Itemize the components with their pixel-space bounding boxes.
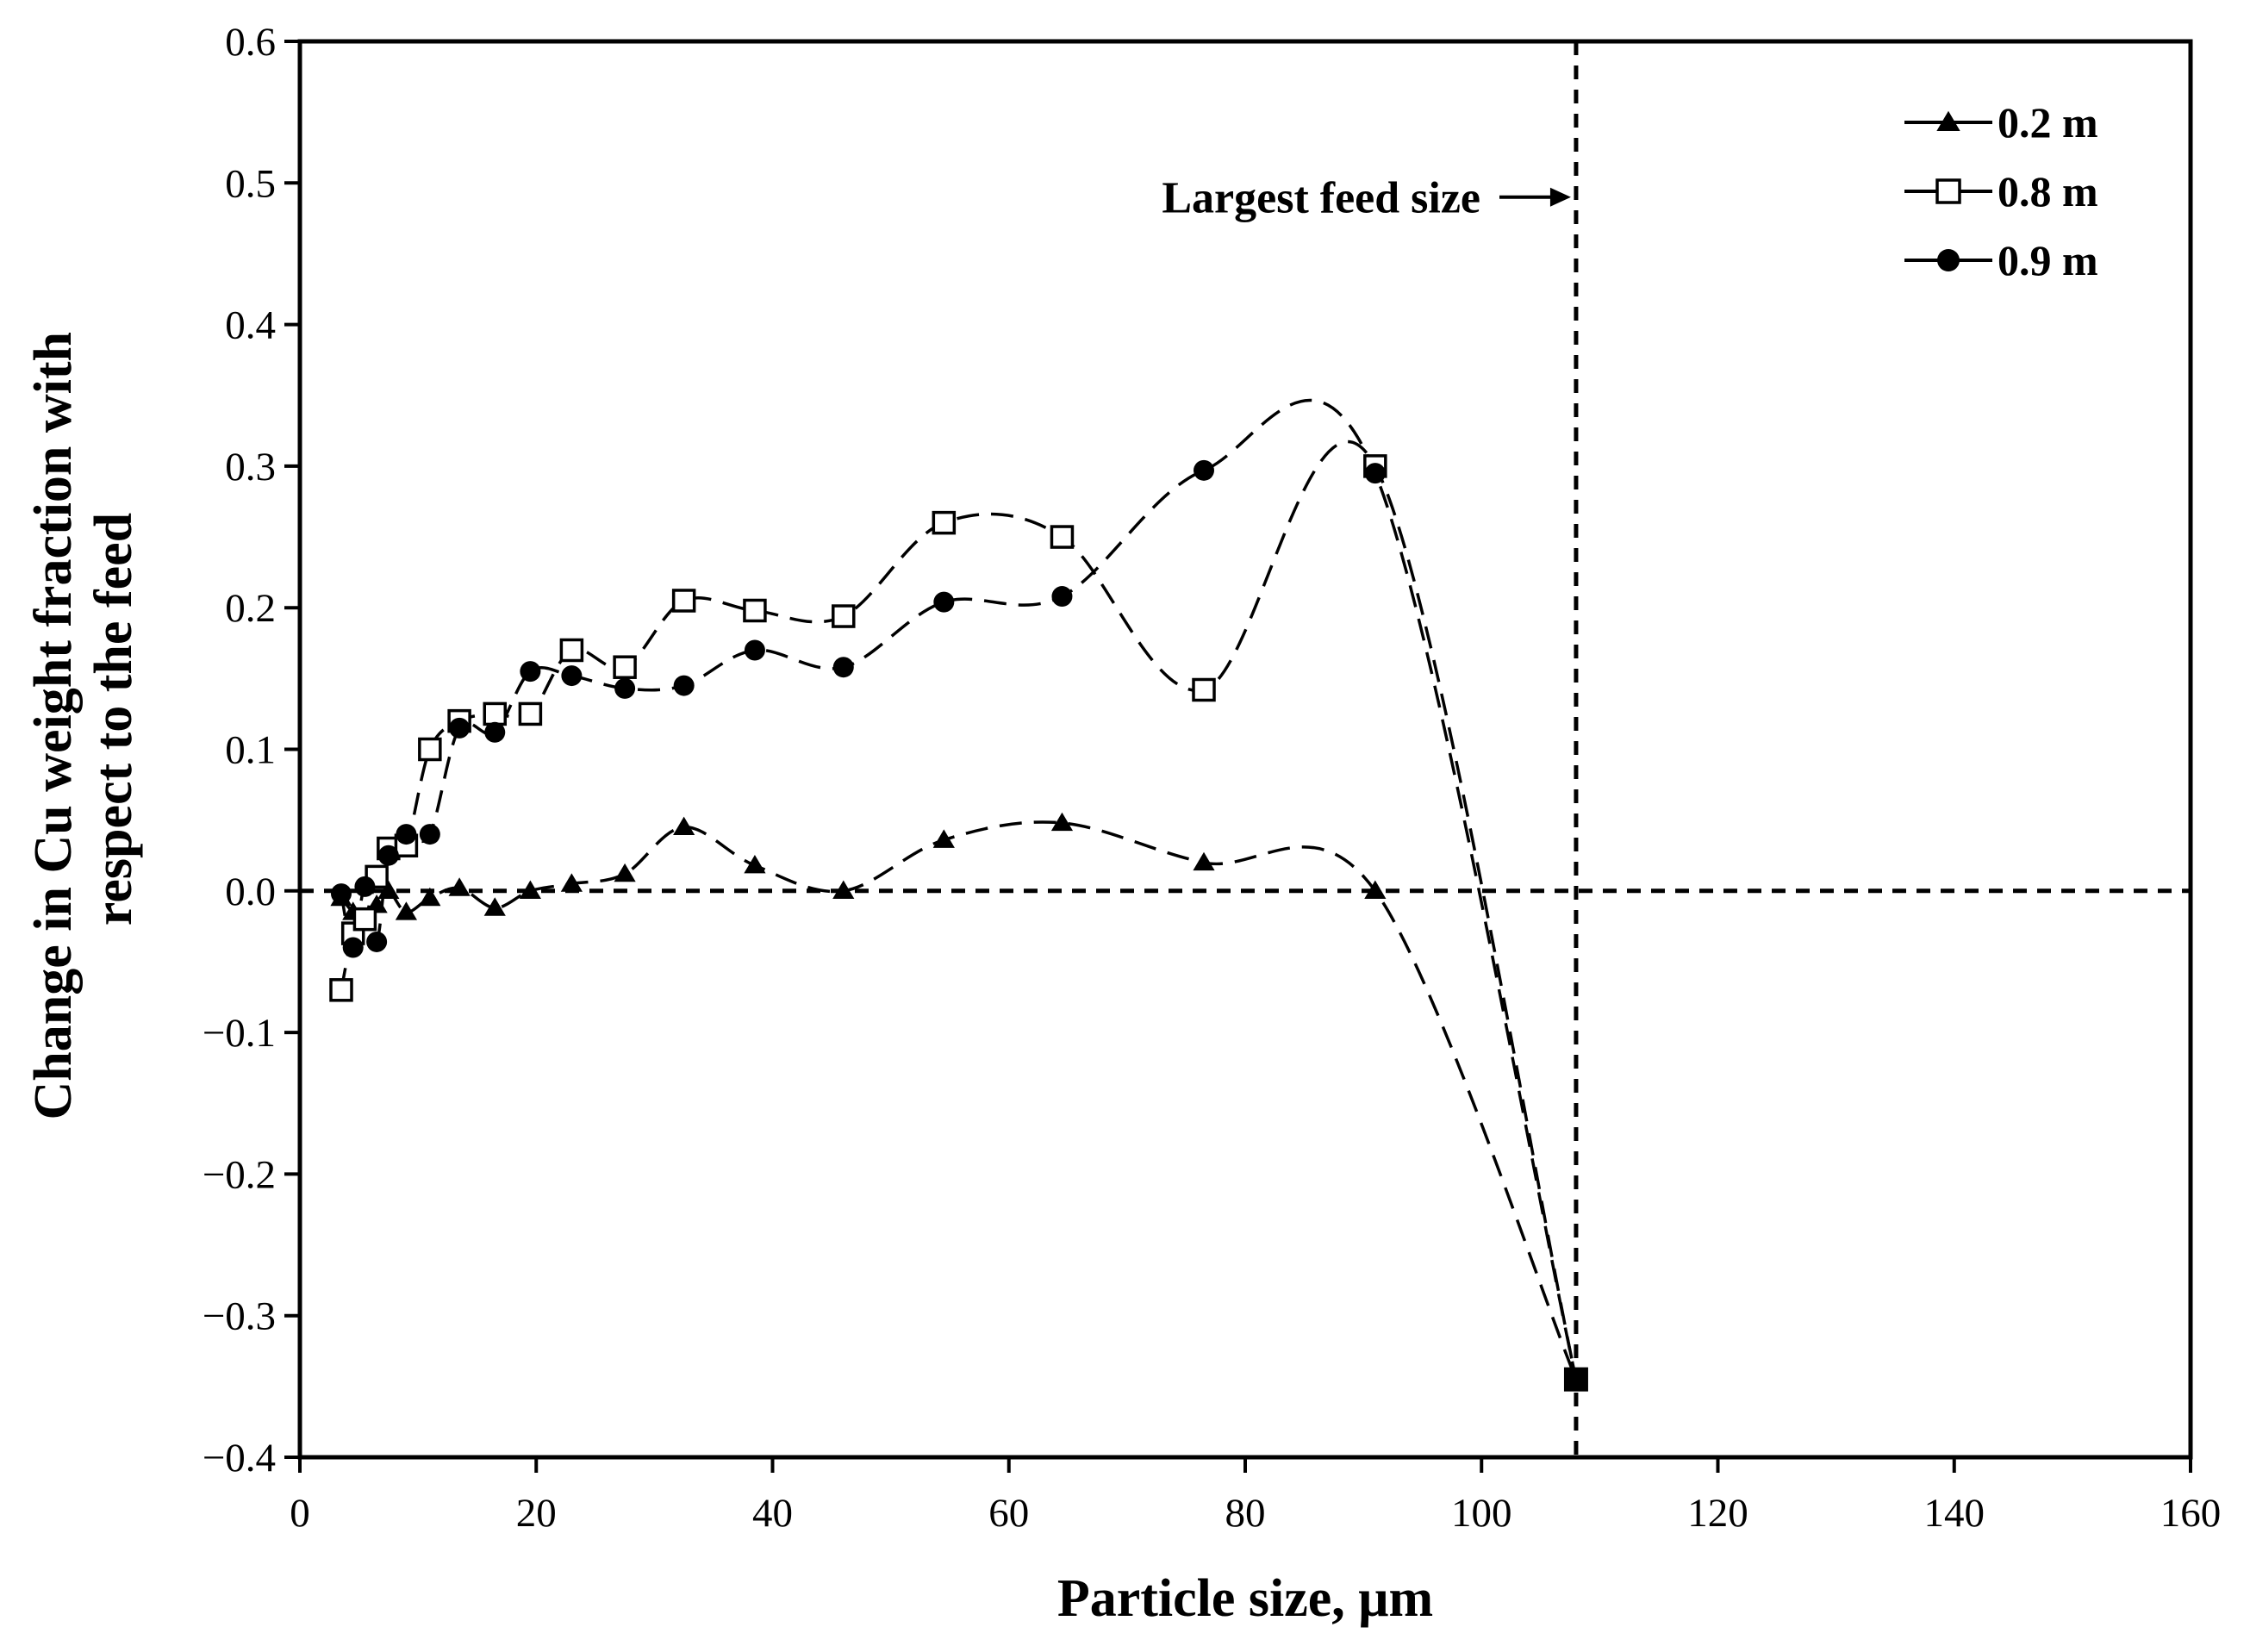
y-tick-label: −0.1 xyxy=(203,1011,276,1056)
data-point-0.2m xyxy=(1364,880,1387,899)
legend-marker xyxy=(1936,110,1960,131)
series-markers xyxy=(329,454,1588,1392)
legend-label: 0.9 m xyxy=(1998,236,2098,284)
data-point-0.2m xyxy=(932,829,955,848)
annotation-label: Largest feed size xyxy=(1162,174,1480,223)
y-tick-label: 0.5 xyxy=(225,161,276,206)
data-point-0.8m xyxy=(329,978,353,1002)
data-point-0.9m xyxy=(354,876,376,897)
data-point-0.9m xyxy=(1194,459,1215,481)
x-tick-label: 120 xyxy=(1687,1491,1748,1536)
data-point-0.9m xyxy=(832,657,854,678)
data-point-terminal xyxy=(1563,1367,1588,1392)
data-point-0.8m xyxy=(743,598,767,623)
legend: 0.2 m 0.8 m 0.9 m xyxy=(1904,98,2098,284)
y-axis-title: Change in Cu weight fraction with respec… xyxy=(24,318,143,1119)
y-axis-title-line-2: respect to the feed xyxy=(84,513,143,926)
data-point-0.9m xyxy=(342,937,364,958)
data-point-0.2m xyxy=(1193,851,1215,871)
data-point-0.9m xyxy=(419,824,440,845)
data-point-0.2m xyxy=(448,877,471,896)
data-point-0.2m xyxy=(483,897,506,916)
data-point-0.9m xyxy=(744,639,765,661)
data-point-0.9m xyxy=(449,717,471,739)
x-tick-label: 0 xyxy=(290,1491,310,1536)
series-line-0.2m xyxy=(340,820,1578,1381)
data-point-0.2m xyxy=(614,863,636,882)
x-axis-title: Particle size, μm xyxy=(1057,1569,1433,1628)
data-point-0.9m xyxy=(377,845,399,866)
y-tick-label: −0.3 xyxy=(203,1294,276,1339)
largest-feed-size-annotation: Largest feed size xyxy=(1162,174,1571,223)
data-point-0.8m xyxy=(559,638,584,663)
x-tick-label: 40 xyxy=(752,1491,793,1536)
data-point-0.9m xyxy=(484,721,506,743)
data-point-0.2m xyxy=(673,816,695,836)
data-point-0.9m xyxy=(933,591,955,613)
y-axis-title-line-1: Change in Cu weight fraction with xyxy=(24,332,83,1120)
axis-ticks: 0 20 40 60 80 100 120 140 160 −0.4 −0.3 −0.2 −0.1 0.0… xyxy=(203,20,2222,1536)
data-point-0.2m xyxy=(519,880,541,899)
data-point-0.2m xyxy=(377,880,400,899)
x-tick-label: 60 xyxy=(988,1491,1029,1536)
data-point-0.9m xyxy=(396,824,417,845)
annotation-arrow-head xyxy=(1549,187,1571,207)
legend-label: 0.8 m xyxy=(1998,167,2098,215)
data-point-0.8m xyxy=(1050,525,1075,549)
data-point-0.2m xyxy=(560,873,583,892)
legend-marker xyxy=(1937,249,1960,271)
x-tick-label: 20 xyxy=(516,1491,557,1536)
data-point-0.8m xyxy=(832,604,856,628)
series-line-0.8m xyxy=(340,439,1578,1381)
data-point-0.8m xyxy=(518,701,543,726)
y-tick-label: −0.4 xyxy=(203,1436,276,1481)
data-point-0.2m xyxy=(832,880,855,899)
plot-frame xyxy=(297,39,2193,1460)
y-tick-label: 0.2 xyxy=(225,586,276,631)
data-point-0.9m xyxy=(673,675,695,696)
data-point-0.9m xyxy=(1051,586,1073,608)
data-point-0.9m xyxy=(561,665,583,687)
x-tick-label: 160 xyxy=(2160,1491,2222,1536)
data-point-0.8m xyxy=(671,589,696,613)
y-tick-label: 0.3 xyxy=(225,445,276,489)
reference-lines xyxy=(300,41,2191,1457)
data-point-0.8m xyxy=(613,655,637,679)
data-point-0.9m xyxy=(1364,463,1386,484)
x-tick-label: 100 xyxy=(1451,1491,1512,1536)
data-point-0.2m xyxy=(744,854,766,874)
y-tick-label: 0.0 xyxy=(225,870,276,914)
x-tick-label: 80 xyxy=(1225,1491,1266,1536)
data-point-0.9m xyxy=(366,931,388,952)
legend-marker xyxy=(1935,178,1961,204)
y-tick-label: 0.1 xyxy=(225,728,276,773)
data-point-0.2m xyxy=(1050,812,1074,832)
data-point-0.8m xyxy=(483,701,508,726)
y-tick-label: 0.4 xyxy=(225,303,276,348)
data-point-0.8m xyxy=(1192,677,1216,702)
data-point-0.9m xyxy=(614,677,636,699)
data-point-0.9m xyxy=(520,661,541,683)
y-tick-label: −0.2 xyxy=(203,1152,276,1197)
x-tick-label: 140 xyxy=(1924,1491,1985,1536)
data-point-0.8m xyxy=(352,907,377,932)
data-point-0.9m xyxy=(330,883,352,905)
data-point-0.8m xyxy=(932,510,957,535)
legend-label: 0.2 m xyxy=(1998,98,2098,146)
data-point-0.8m xyxy=(418,737,442,762)
data-point-0.2m xyxy=(419,887,441,907)
data-point-0.2m xyxy=(395,901,418,920)
y-tick-label: 0.6 xyxy=(225,20,276,65)
